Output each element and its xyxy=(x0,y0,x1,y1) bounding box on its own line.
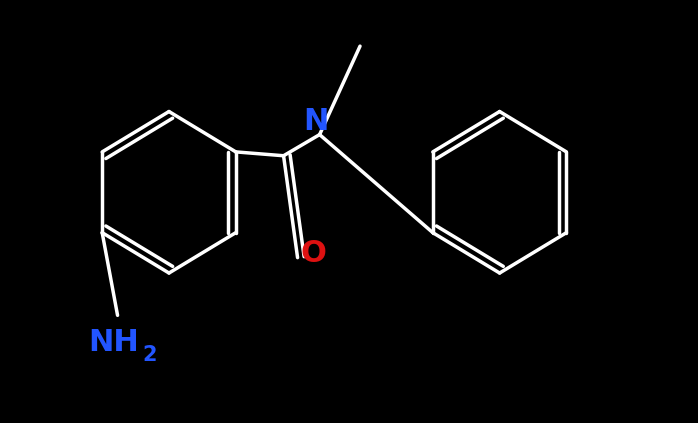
Text: NH: NH xyxy=(89,328,140,357)
Text: 2: 2 xyxy=(142,345,156,365)
Text: N: N xyxy=(303,107,329,136)
Text: O: O xyxy=(301,239,327,268)
